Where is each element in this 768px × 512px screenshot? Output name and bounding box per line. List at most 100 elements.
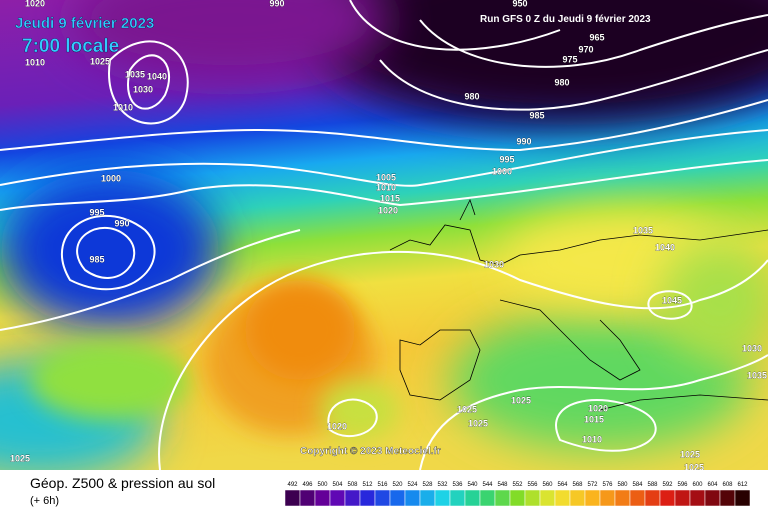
legend-label: 536 (452, 482, 463, 488)
map-time: 7:00 locale (22, 36, 119, 57)
map-date: Jeudi 9 février 2023 (15, 15, 154, 32)
footer-step: (+ 6h) (30, 495, 59, 507)
height-zone (30, 340, 190, 420)
legend-label: 512 (362, 482, 373, 488)
isobar-label: 980 (554, 77, 569, 87)
legend-label: 560 (542, 482, 553, 488)
isobar-label: 1020 (25, 0, 45, 8)
legend-label: 608 (722, 482, 733, 488)
map-area (0, 0, 768, 470)
footer-title: Géop. Z500 & pression au sol (30, 475, 215, 491)
legend-label: 580 (617, 482, 628, 488)
isobar-label: 1000 (492, 166, 512, 176)
legend-swatch (299, 489, 316, 507)
legend-label: 576 (602, 482, 613, 488)
isobar-label: 970 (578, 44, 593, 54)
isobar-label: 965 (589, 32, 604, 42)
legend-swatch (734, 489, 751, 507)
isobar-label: 1020 (378, 205, 398, 215)
isobar-label: 1020 (327, 421, 347, 431)
isobar-label: 1030 (484, 259, 504, 269)
legend-swatch (659, 489, 676, 507)
legend-swatch (449, 489, 466, 507)
isobar-label: 1035 (125, 69, 145, 79)
coastlines (389, 198, 768, 411)
legend-label: 516 (377, 482, 388, 488)
isobar-label: 1035 (747, 370, 767, 380)
legend-label: 556 (527, 482, 538, 488)
legend-swatch (434, 489, 451, 507)
isobar-label: 1025 (457, 404, 477, 414)
legend-label: 520 (392, 482, 403, 488)
legend-label: 572 (587, 482, 598, 488)
legend-label: 568 (572, 482, 583, 488)
legend-swatch (404, 489, 421, 507)
legend-label: 540 (467, 482, 478, 488)
legend-label: 600 (692, 482, 703, 488)
legend-swatch (374, 489, 391, 507)
isobar-label: 1005 (376, 172, 396, 182)
legend-swatch (509, 489, 526, 507)
legend-label: 528 (422, 482, 433, 488)
isobar-label: 990 (114, 218, 129, 228)
isobar-label: 975 (562, 54, 577, 64)
height-zone (245, 280, 355, 380)
color-legend: 492 496 500 504 508 512 516 520 524 528 532 536 540 5… (284, 482, 751, 507)
legend-swatch (329, 489, 346, 507)
isobar-label: 1040 (147, 71, 167, 81)
legend-label: 604 (707, 482, 718, 488)
isobar-label: 1010 (376, 182, 396, 192)
legend-swatch (539, 489, 556, 507)
legend-label: 500 (317, 482, 328, 488)
isobar-label: 950 (512, 0, 527, 8)
isobar-label: 1030 (742, 343, 762, 353)
isobar-label: 1025 (90, 56, 110, 66)
legend-swatch (599, 489, 616, 507)
legend-swatch (644, 489, 661, 507)
height-zone (0, 170, 220, 330)
isobar-label: 1015 (584, 414, 604, 424)
isobar-label: 1025 (511, 395, 531, 405)
legend-swatch (389, 489, 406, 507)
isobar-label: 1025 (10, 453, 30, 463)
copyright: Copyright © 2023 Meteociel.fr (300, 446, 441, 457)
legend-swatch (419, 489, 436, 507)
isobar-label: 1025 (680, 449, 700, 459)
legend-label: 504 (332, 482, 343, 488)
isobar-label: 995 (499, 154, 514, 164)
legend-swatch (314, 489, 331, 507)
height-zone (320, 380, 400, 440)
legend-label: 612 (737, 482, 748, 488)
legend-swatch (344, 489, 361, 507)
isobar-label: 990 (516, 136, 531, 146)
legend-swatch (674, 489, 691, 507)
isobar-label: 1045 (662, 295, 682, 305)
height-zone (660, 240, 768, 360)
legend-label: 596 (677, 482, 688, 488)
legend-swatch (719, 489, 736, 507)
legend-swatch (464, 489, 481, 507)
isobar-label: 1035 (633, 225, 653, 235)
low-height-zone (310, 0, 768, 125)
legend-label: 524 (407, 482, 418, 488)
legend-label: 584 (632, 482, 643, 488)
isobar-label: 1020 (588, 403, 608, 413)
legend-label: 588 (647, 482, 658, 488)
isobar-label: 985 (529, 110, 544, 120)
legend-label: 532 (437, 482, 448, 488)
legend-swatch (629, 489, 646, 507)
legend-label: 496 (302, 482, 313, 488)
isobar-label: 1030 (133, 84, 153, 94)
height-zone (70, 0, 390, 80)
isobar-label: 995 (89, 207, 104, 217)
isobar-label: 1010 (113, 102, 133, 112)
isobar-label: 1015 (380, 193, 400, 203)
legend-swatch (584, 489, 601, 507)
isobar-label: 1010 (582, 434, 602, 444)
legend-label: 508 (347, 482, 358, 488)
legend-swatch (554, 489, 571, 507)
isobar-label: 1025 (468, 418, 488, 428)
legend-swatch (479, 489, 496, 507)
